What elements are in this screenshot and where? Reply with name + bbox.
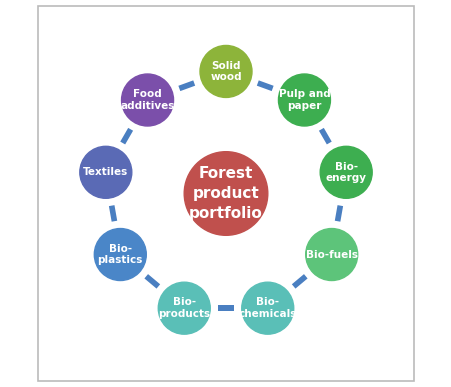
Text: Bio-
chemicals: Bio- chemicals (238, 297, 296, 319)
Circle shape (199, 45, 252, 98)
Circle shape (121, 74, 173, 126)
Polygon shape (120, 128, 133, 144)
Polygon shape (144, 274, 160, 289)
Text: Bio-
plastics: Bio- plastics (97, 244, 143, 265)
Polygon shape (291, 274, 307, 289)
Circle shape (158, 282, 210, 334)
Circle shape (319, 146, 371, 198)
Polygon shape (256, 80, 273, 91)
Polygon shape (178, 80, 195, 91)
Polygon shape (318, 128, 331, 144)
Text: Pulp and
paper: Pulp and paper (278, 89, 330, 111)
Circle shape (94, 229, 146, 281)
Polygon shape (109, 205, 117, 222)
Text: Textiles: Textiles (83, 167, 128, 177)
Circle shape (241, 282, 293, 334)
Polygon shape (334, 205, 342, 222)
Text: Bio-
energy: Bio- energy (325, 161, 366, 183)
Circle shape (305, 229, 357, 281)
Circle shape (80, 146, 132, 198)
Text: Bio-fuels: Bio-fuels (305, 250, 357, 260)
Circle shape (184, 152, 267, 235)
Text: Forest
product
portfolio: Forest product portfolio (189, 166, 262, 221)
Text: Food
additives: Food additives (120, 89, 175, 111)
Polygon shape (217, 305, 234, 311)
Circle shape (278, 74, 330, 126)
Text: Solid
wood: Solid wood (210, 61, 241, 82)
Text: Bio-
products: Bio- products (158, 297, 210, 319)
